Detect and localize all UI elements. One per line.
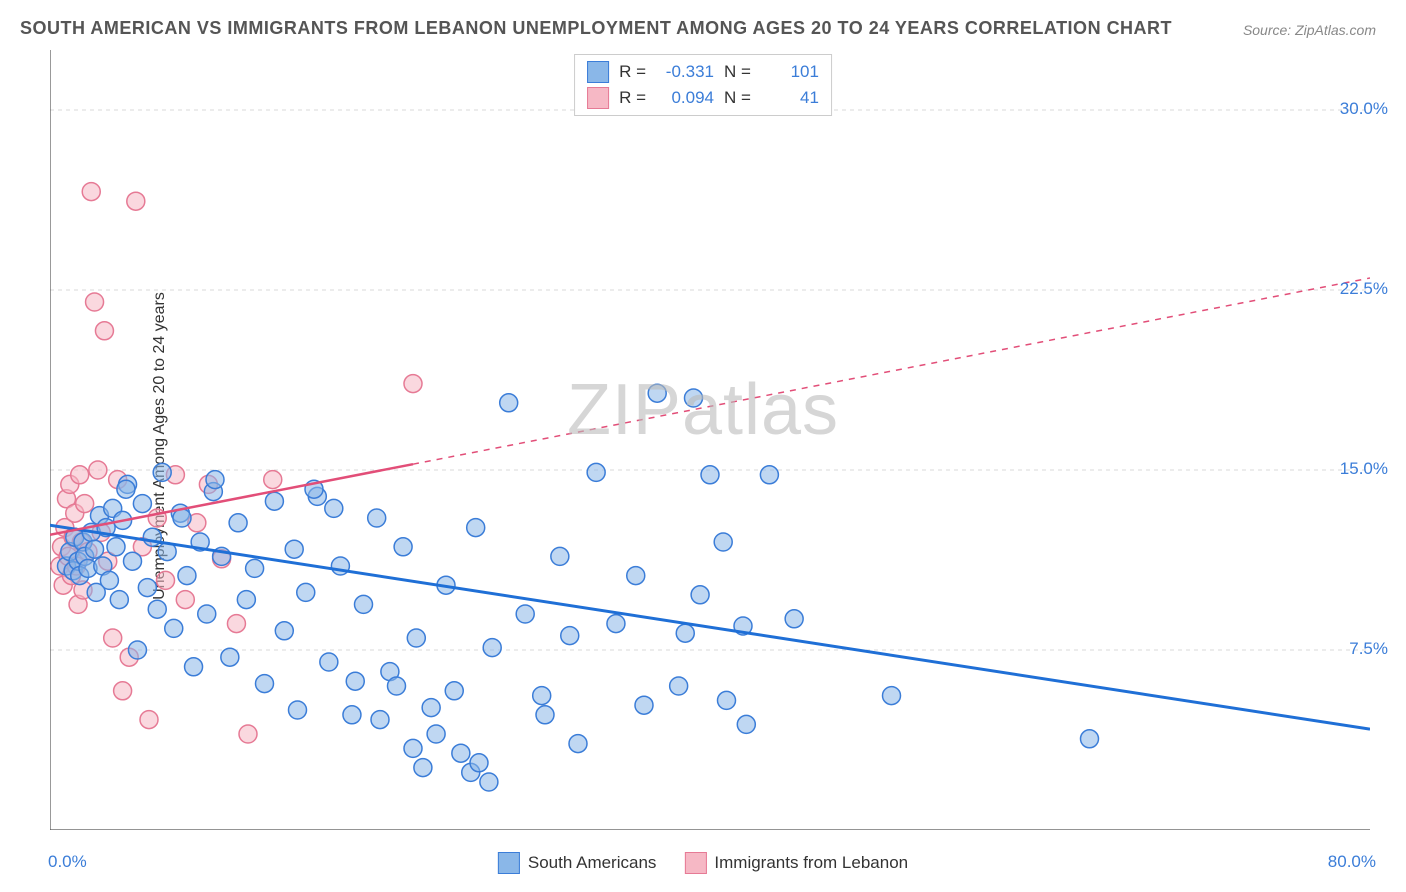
legend-row-south-american: R = -0.331 N = 101 bbox=[583, 59, 823, 85]
correlation-legend: R = -0.331 N = 101 R = 0.094 N = 41 bbox=[574, 54, 832, 116]
y-tick-label: 30.0% bbox=[1340, 99, 1388, 119]
n-value-lebanon: 41 bbox=[761, 88, 819, 108]
swatch-lebanon bbox=[684, 852, 706, 874]
plot-area bbox=[50, 50, 1370, 830]
y-tick-label: 7.5% bbox=[1349, 639, 1388, 659]
y-tick-label: 22.5% bbox=[1340, 279, 1388, 299]
scatter-plot-svg bbox=[50, 50, 1370, 830]
swatch-south-american bbox=[587, 61, 609, 83]
r-value-south-american: -0.331 bbox=[656, 62, 714, 82]
source-attribution: Source: ZipAtlas.com bbox=[1243, 22, 1376, 38]
n-label: N = bbox=[724, 88, 751, 108]
r-label: R = bbox=[619, 88, 646, 108]
n-value-south-american: 101 bbox=[761, 62, 819, 82]
series-legend: South Americans Immigrants from Lebanon bbox=[498, 852, 908, 874]
chart-container: SOUTH AMERICAN VS IMMIGRANTS FROM LEBANO… bbox=[0, 0, 1406, 892]
r-value-lebanon: 0.094 bbox=[656, 88, 714, 108]
x-axis-max-label: 80.0% bbox=[1328, 852, 1376, 872]
legend-item-south-american: South Americans bbox=[498, 852, 657, 874]
y-tick-label: 15.0% bbox=[1340, 459, 1388, 479]
legend-label: South Americans bbox=[528, 853, 657, 873]
chart-title: SOUTH AMERICAN VS IMMIGRANTS FROM LEBANO… bbox=[20, 18, 1172, 39]
swatch-south-american bbox=[498, 852, 520, 874]
legend-item-lebanon: Immigrants from Lebanon bbox=[684, 852, 908, 874]
legend-label: Immigrants from Lebanon bbox=[714, 853, 908, 873]
legend-row-lebanon: R = 0.094 N = 41 bbox=[583, 85, 823, 111]
n-label: N = bbox=[724, 62, 751, 82]
x-axis-origin-label: 0.0% bbox=[48, 852, 87, 872]
swatch-lebanon bbox=[587, 87, 609, 109]
r-label: R = bbox=[619, 62, 646, 82]
